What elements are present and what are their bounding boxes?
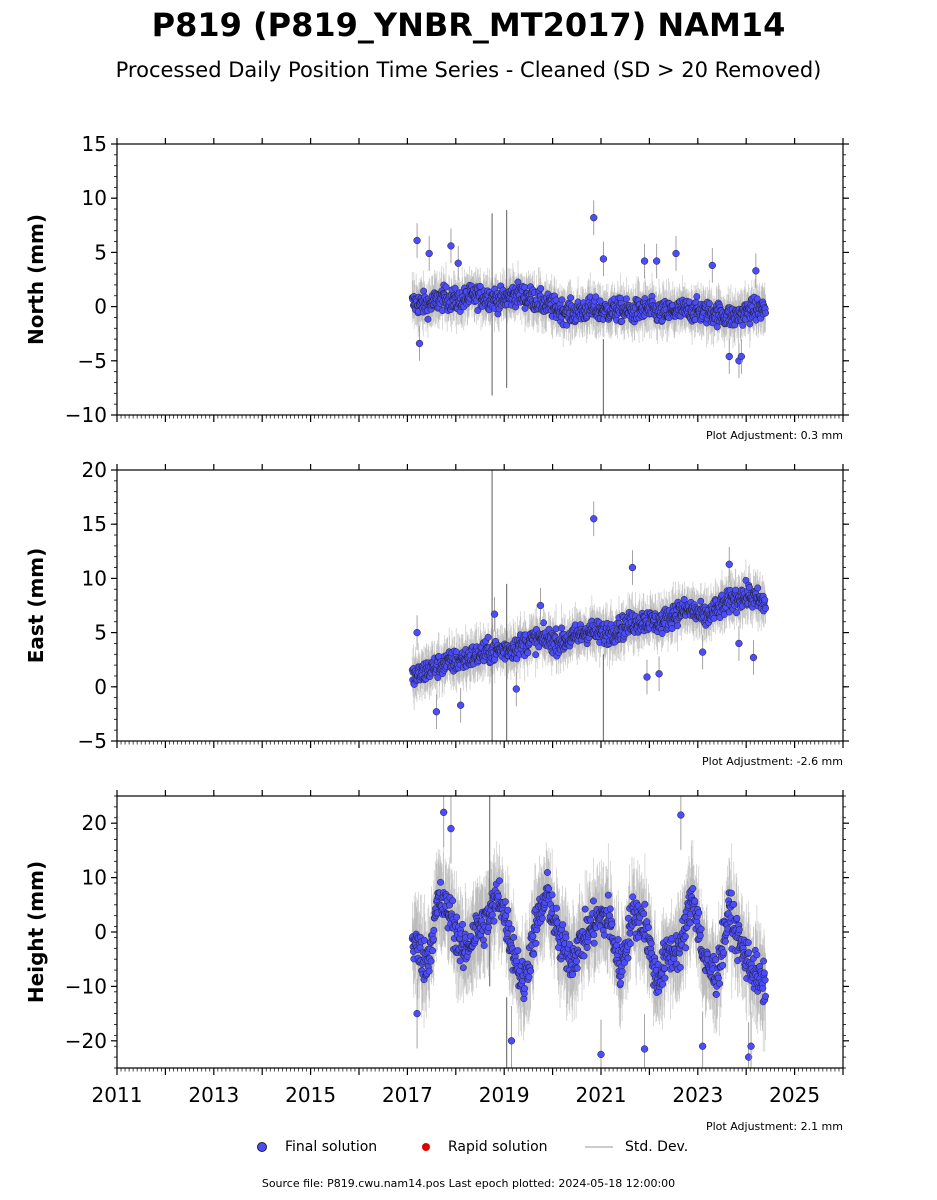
final-solution-point	[732, 586, 740, 594]
final-solution-point	[524, 649, 532, 657]
final-solution-point	[558, 624, 566, 632]
final-solution-point	[424, 315, 432, 323]
final-solution-outlier	[413, 236, 421, 245]
final-solution-outlier	[725, 352, 733, 361]
final-solution-point	[622, 295, 630, 303]
final-solution-point	[697, 597, 705, 605]
final-solution-outlier	[737, 352, 746, 361]
final-solution-outlier	[512, 685, 520, 693]
chart-subtitle: Processed Daily Position Time Series - C…	[115, 58, 822, 82]
final-solution-outlier	[415, 339, 424, 348]
final-solution-point	[745, 583, 753, 591]
final-solution-point	[762, 309, 770, 317]
y-tick-label: 0	[94, 295, 107, 319]
panel-1: −10 −5 0 5 10 15 North (mm) Plot Adjustment: 0.…	[24, 132, 849, 442]
plot-area	[408, 796, 770, 1068]
panel-2: −5 0 5 10 15 20 East (mm) Plot Adjustment: -2.6…	[24, 458, 849, 768]
final-solution-point	[713, 323, 721, 331]
plot-area	[408, 200, 770, 415]
plot-area	[408, 470, 770, 741]
plot-adjustment-label: Plot Adjustment: 0.3 mm	[706, 429, 843, 442]
final-solution-point	[705, 300, 713, 307]
plot-adjustment-label: Plot Adjustment: -2.6 mm	[702, 755, 843, 768]
final-solution-outlier	[749, 653, 758, 662]
y-tick-label: −10	[65, 403, 107, 427]
final-solution-point	[596, 297, 604, 305]
final-solution-point	[451, 284, 459, 292]
final-solution-outlier	[672, 249, 680, 258]
final-solution-point	[754, 584, 762, 592]
final-solution-point	[668, 625, 676, 633]
final-solution-outlier	[536, 601, 545, 610]
final-solution-point	[680, 595, 688, 603]
final-solution-point	[761, 596, 769, 604]
final-solution-outlier	[590, 214, 598, 222]
y-tick-label: −5	[78, 349, 107, 373]
final-solution-point	[540, 619, 547, 627]
final-solution-point	[658, 630, 666, 637]
final-solution-outlier	[590, 515, 598, 523]
y-tick-label: 10	[82, 566, 107, 590]
y-tick-label: 15	[82, 512, 107, 536]
final-solution-point	[535, 643, 543, 651]
final-solution-outlier	[413, 628, 421, 637]
final-solution-outlier	[725, 560, 733, 568]
y-tick-label: −5	[78, 729, 107, 753]
final-solution-outlier	[447, 242, 455, 250]
final-solution-point	[442, 283, 450, 291]
final-solution-point	[567, 294, 575, 302]
y-tick-label: 20	[82, 458, 107, 482]
final-solution-point	[733, 609, 740, 617]
final-solution-outlier	[425, 249, 433, 258]
final-solution-outlier	[490, 610, 499, 618]
final-solution-outlier	[454, 259, 462, 267]
final-solution-outlier	[628, 563, 637, 572]
final-solution-outlier	[640, 257, 649, 265]
final-solution-point	[693, 293, 701, 301]
final-solution-point	[739, 321, 747, 329]
final-solution-outlier	[432, 708, 441, 716]
y-tick-label: 5	[94, 621, 107, 645]
final-solution-outlier	[752, 267, 760, 275]
final-solution-point	[521, 283, 529, 291]
final-solution-outlier	[456, 701, 465, 709]
y-tick-label: 0	[94, 675, 107, 699]
final-solution-outlier	[643, 673, 651, 681]
final-solution-outlier	[653, 257, 661, 265]
final-solution-point	[762, 604, 770, 612]
final-solution-point	[746, 320, 754, 328]
y-axis-label: East (mm)	[24, 548, 48, 664]
y-tick-label: 15	[82, 132, 107, 156]
y-tick-label: 5	[94, 240, 107, 264]
final-solution-point	[558, 296, 566, 304]
final-solution-outlier	[599, 255, 608, 263]
final-solution-outlier	[698, 648, 707, 656]
final-solution-point	[592, 293, 600, 301]
final-solution-point	[710, 614, 718, 622]
chart-title: P819 (P819_YNBR_MT2017) NAM14	[151, 6, 786, 44]
final-solution-outlier	[708, 261, 716, 270]
final-solution-outlier	[735, 639, 743, 648]
final-solution-point	[618, 317, 626, 325]
final-solution-point	[563, 321, 571, 329]
final-solution-point	[674, 622, 681, 630]
final-solution-outlier	[655, 670, 663, 678]
y-tick-label: 10	[82, 186, 107, 210]
final-solution-point	[420, 287, 428, 295]
final-solution-point	[532, 651, 540, 659]
final-solution-point	[537, 285, 545, 292]
final-solution-point	[484, 633, 492, 641]
y-axis-label: North (mm)	[24, 214, 48, 345]
